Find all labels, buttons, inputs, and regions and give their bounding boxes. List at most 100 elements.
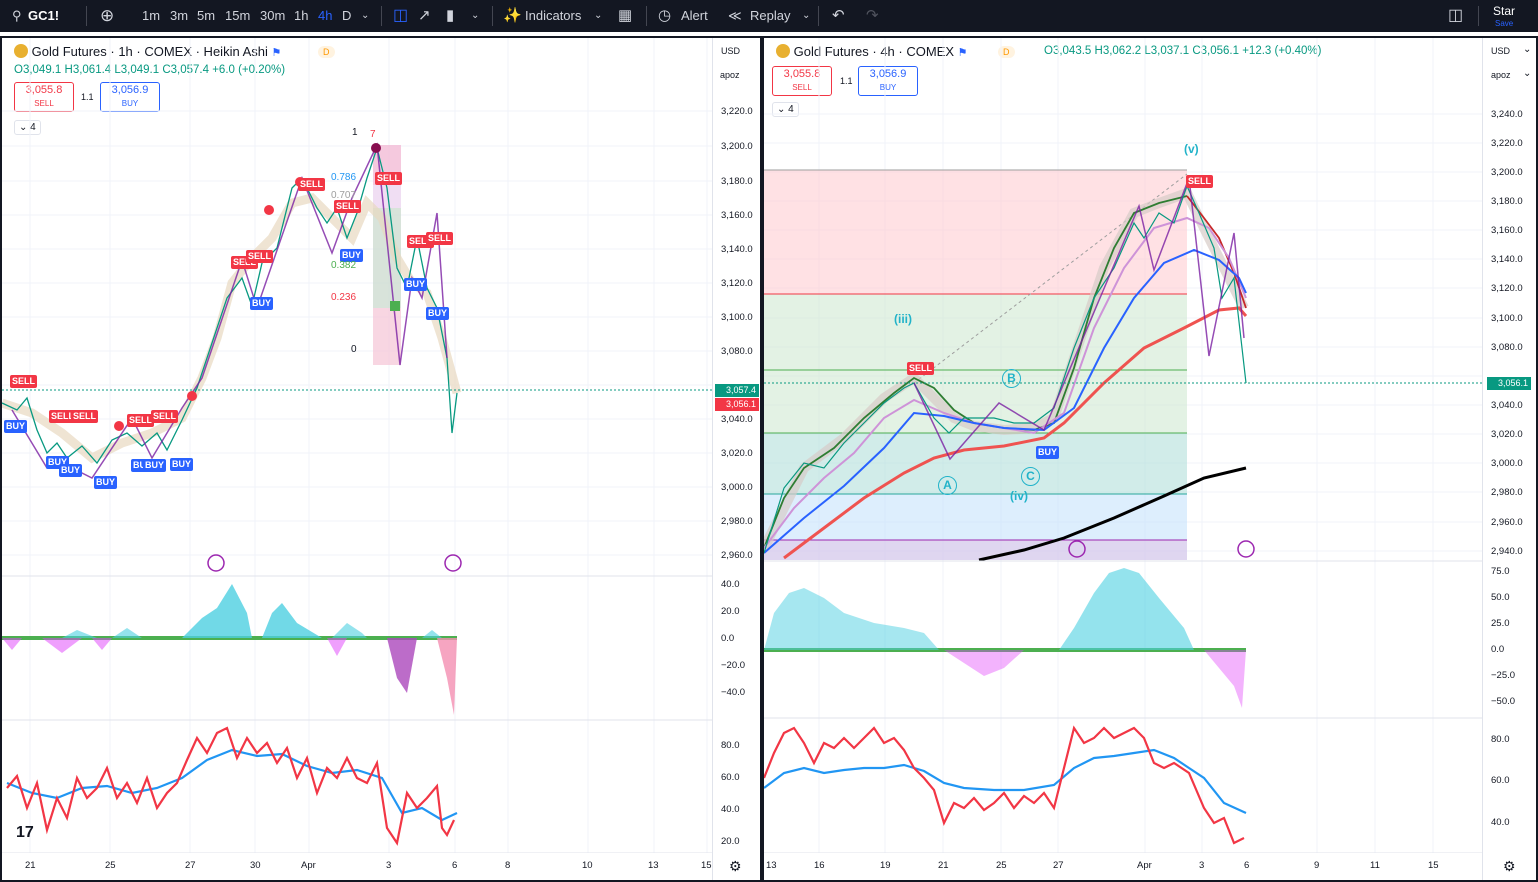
replay-button[interactable]: Replay [750,8,791,23]
chevron-down-icon[interactable]: ⌄ [802,10,811,21]
timeframe-5m[interactable]: 5m [197,8,216,23]
price-tick: 3,220.0 [721,106,753,117]
right-price-axis[interactable]: USD ⌄ apoz ⌄ 3,240.0 3,220.0 3,200.0 3,1… [1482,38,1536,880]
timeframe-1m[interactable]: 1m [142,8,161,23]
sell-signal-badge: SELL [71,410,99,423]
candles-icon[interactable]: ◫ [393,7,409,24]
chevron-down-icon[interactable]: ⌄ [361,10,370,21]
go-to-realtime-icon[interactable] [1068,540,1086,558]
time-tick: Apr [1137,860,1152,871]
chevron-down-icon[interactable]: ⌄ [1523,68,1532,79]
line-chart-icon[interactable]: ↗ [418,7,431,24]
redo-icon[interactable]: ↷ [866,7,879,24]
scale-selector[interactable]: apoz [1491,70,1511,80]
timeframe-1h[interactable]: 1h [294,8,309,23]
right-price-chart [764,38,1482,853]
timeframe-3m[interactable]: 3m [170,8,189,23]
time-tick: 15 [1428,860,1439,871]
data-badge[interactable]: D [318,46,335,58]
symbol-search[interactable]: GC1! [28,8,60,23]
time-tick: 27 [1053,860,1064,871]
buy-signal-badge: BUY [4,420,28,433]
timeframe-4h[interactable]: 4h [318,8,333,23]
sell-signal-badge: SELL [375,172,403,185]
right-chart-pane[interactable]: Gold Futures · 4h · COMEX ⚑ D O3,043.5 H… [762,36,1538,882]
wave-label: (v) [1184,142,1199,156]
settings-gear-icon[interactable]: ⚙ [1503,858,1516,874]
indicators-icon[interactable]: ✨ [503,7,522,24]
timeframe-d[interactable]: D [342,8,352,23]
indicators-collapse[interactable]: ⌄ 4 [14,120,41,135]
divider [1478,6,1479,26]
osc-tick: −40.0 [721,687,746,698]
left-chart-pane[interactable]: Gold Futures · 1h · COMEX · Heikin Ashi … [0,36,762,882]
price-tick: 3,000.0 [1491,458,1523,469]
fib-zone [764,170,1187,294]
buy-button[interactable]: 3,056.9 BUY [858,66,918,96]
bars-icon[interactable]: ▮ [446,7,455,24]
time-tick: 3 [1199,860,1205,871]
gold-logo-icon [14,44,28,58]
time-tick: 27 [185,860,196,871]
layout-grid-icon[interactable]: ▦ [618,7,633,24]
sell-signal-badge: SELL [426,232,454,245]
signal-marker [371,143,381,153]
chevron-down-icon[interactable]: ⌄ [594,10,603,21]
chevron-down-icon[interactable]: ⌄ [1523,44,1532,55]
go-to-realtime-icon[interactable] [207,554,225,572]
settings-gear-icon[interactable]: ⚙ [729,858,742,874]
price-tick: 3,180.0 [721,176,753,187]
sell-price: 3,055.8 [25,84,63,96]
price-tick: 2,960.0 [721,550,753,561]
split-layout-icon[interactable]: ◫ [1448,7,1464,24]
alert-button[interactable]: Alert [681,8,708,23]
scale-selector[interactable]: apoz [720,70,740,80]
200-ma-line [978,466,1247,562]
indicators-collapse[interactable]: ⌄ 4 [772,102,799,117]
timeframe-15m[interactable]: 15m [225,8,251,23]
indicators-button[interactable]: Indicators [525,8,582,23]
data-badge[interactable]: D [998,46,1015,58]
sell-button[interactable]: 3,055.8 SELL [772,66,832,96]
rewind-icon[interactable]: ≪ [728,8,742,23]
right-chart-title[interactable]: Gold Futures · 4h · COMEX [793,44,955,59]
sell-label: SELL [34,99,54,108]
price-tick: 2,980.0 [1491,487,1523,498]
left-chart-title[interactable]: Gold Futures · 1h · COMEX · Heikin Ashi [31,44,268,59]
flag-icon[interactable]: ⚑ [271,47,282,59]
osc-tick: 40.0 [721,579,740,590]
sell-price: 3,055.8 [783,68,821,80]
lightning-icon[interactable] [1237,540,1255,558]
search-icon[interactable]: ⚲ [12,8,22,23]
sell-button[interactable]: 3,055.8 SELL [14,82,74,112]
rsi-signal-line [6,748,458,822]
signal-marker [187,391,197,401]
rsi-tick: 80.0 [1491,734,1510,745]
currency-selector[interactable]: USD [721,46,741,56]
chevron-down-icon: ⌄ [777,104,786,115]
time-tick: 13 [766,860,777,871]
time-tick: 25 [105,860,116,871]
undo-icon[interactable]: ↶ [832,7,845,24]
divider [818,6,819,26]
timeframe-30m[interactable]: 30m [260,8,286,23]
time-tick: 25 [996,860,1007,871]
price-tick: 3,240.0 [1491,109,1523,120]
alarm-clock-icon[interactable]: ◷ [658,7,672,24]
flag-icon[interactable]: ⚑ [957,47,968,59]
buy-signal-badge: BUY [426,307,450,320]
add-symbol-icon[interactable]: ⊕ [100,6,115,25]
save-label[interactable]: Save [1495,19,1514,28]
spread-value: 1.1 [840,76,853,86]
signal-marker [390,301,400,311]
star-label[interactable]: Star [1493,4,1516,18]
lightning-icon[interactable] [444,554,462,572]
price-tick: 3,080.0 [1491,342,1523,353]
fib-label: 0.786 [331,172,357,183]
left-price-axis[interactable]: USD apoz 3,220.0 3,200.0 3,180.0 3,160.0… [712,38,760,880]
buy-price: 3,056.9 [111,84,149,96]
fib-label: 0.707 [331,190,357,201]
time-tick: 21 [25,860,36,871]
currency-selector[interactable]: USD [1491,46,1511,56]
chevron-down-icon[interactable]: ⌄ [471,10,480,21]
